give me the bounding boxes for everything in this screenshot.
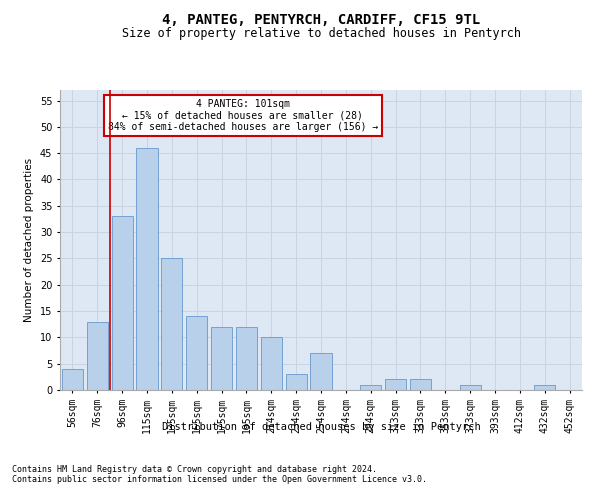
- Bar: [211, 327, 232, 390]
- Text: Distribution of detached houses by size in Pentyrch: Distribution of detached houses by size …: [161, 422, 481, 432]
- Bar: [310, 353, 332, 390]
- Bar: [186, 316, 207, 390]
- Bar: [161, 258, 182, 390]
- Text: 4, PANTEG, PENTYRCH, CARDIFF, CF15 9TL: 4, PANTEG, PENTYRCH, CARDIFF, CF15 9TL: [162, 12, 480, 26]
- Bar: [534, 384, 555, 390]
- Text: Contains public sector information licensed under the Open Government Licence v3: Contains public sector information licen…: [12, 476, 427, 484]
- Y-axis label: Number of detached properties: Number of detached properties: [25, 158, 34, 322]
- Bar: [261, 338, 282, 390]
- Bar: [360, 384, 381, 390]
- Bar: [236, 327, 257, 390]
- Bar: [112, 216, 133, 390]
- Text: Contains HM Land Registry data © Crown copyright and database right 2024.: Contains HM Land Registry data © Crown c…: [12, 466, 377, 474]
- Bar: [87, 322, 108, 390]
- Bar: [385, 380, 406, 390]
- Bar: [286, 374, 307, 390]
- Text: 4 PANTEG: 101sqm
← 15% of detached houses are smaller (28)
84% of semi-detached : 4 PANTEG: 101sqm ← 15% of detached house…: [107, 99, 378, 132]
- Bar: [460, 384, 481, 390]
- Text: Size of property relative to detached houses in Pentyrch: Size of property relative to detached ho…: [121, 28, 521, 40]
- Bar: [62, 369, 83, 390]
- Bar: [136, 148, 158, 390]
- Bar: [410, 380, 431, 390]
